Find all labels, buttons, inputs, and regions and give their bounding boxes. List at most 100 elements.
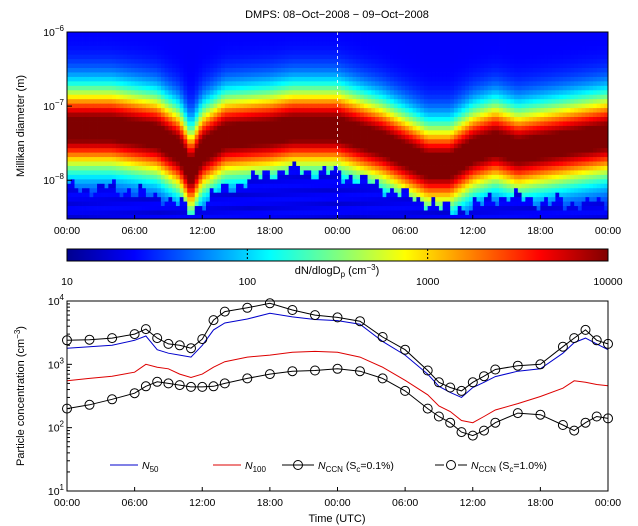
heatmap-cell: [232, 196, 237, 202]
heatmap-cell: [183, 40, 188, 46]
heatmap-cell: [420, 72, 425, 77]
heatmap-cell: [371, 187, 376, 193]
heatmap-cell: [70, 49, 75, 55]
heatmap-cell: [337, 112, 342, 117]
heatmap-cell: [401, 85, 406, 91]
heatmap-cell: [427, 49, 432, 55]
heatmap-cell: [213, 147, 218, 153]
heatmap-cell: [266, 49, 271, 55]
heatmap-cell: [292, 192, 297, 198]
heatmap-cell: [322, 210, 327, 215]
heatmap-cell: [360, 76, 365, 82]
heatmap-cell: [284, 214, 290, 219]
heatmap-cell: [247, 134, 252, 140]
heatmap-cell: [386, 170, 391, 175]
heatmap-cell: [322, 40, 327, 46]
heatmap-cell: [472, 94, 477, 100]
heatmap-cell: [484, 58, 489, 64]
heatmap-cell: [345, 58, 350, 64]
heatmap-cell: [217, 201, 222, 207]
heatmap-cell: [435, 178, 440, 184]
heatmap-cell: [269, 178, 275, 184]
heatmap-cell: [254, 67, 260, 73]
heatmap-cell: [348, 49, 353, 55]
heatmap-cell: [266, 72, 271, 77]
heatmap-cell: [145, 80, 151, 86]
heatmap-cell: [142, 58, 147, 64]
heatmap-cell: [314, 201, 320, 207]
heatmap-cell: [202, 36, 207, 42]
heatmap-cell: [382, 103, 387, 109]
heatmap-cell: [164, 49, 169, 55]
heatmap-cell: [138, 143, 143, 149]
heatmap-cell: [142, 187, 147, 193]
heatmap-cell: [363, 134, 368, 140]
heatmap-cell: [273, 205, 278, 211]
heatmap-cell: [228, 32, 233, 37]
heatmap-cell: [172, 80, 177, 86]
heatmap-cell: [311, 67, 316, 73]
heatmap-cell: [175, 210, 181, 215]
heatmap-cell: [160, 214, 166, 219]
heatmap-cell: [67, 201, 72, 207]
heatmap-cell: [382, 187, 387, 193]
heatmap-cell: [281, 121, 286, 126]
heatmap-cell: [491, 94, 496, 100]
heatmap-cell: [333, 205, 338, 211]
heatmap-cell: [187, 85, 192, 91]
heatmap-cell: [318, 121, 323, 126]
heatmap-cell: [221, 134, 226, 140]
heatmap-cell: [228, 165, 233, 171]
heatmap-cell: [198, 125, 203, 131]
heatmap-cell: [442, 147, 447, 153]
heatmap-cell: [145, 107, 151, 113]
heatmap-cell: [123, 196, 128, 202]
heatmap-cell: [322, 214, 327, 219]
heatmap-cell: [326, 54, 331, 60]
heatmap-cell: [104, 112, 109, 117]
heatmap-cell: [194, 129, 199, 135]
heatmap-cell: [74, 94, 79, 100]
heatmap-cell: [442, 129, 447, 135]
heatmap-cell: [348, 183, 353, 189]
heatmap-cell: [371, 98, 376, 104]
heatmap-cell: [115, 210, 120, 215]
heatmap-cell: [299, 49, 305, 55]
heatmap-cell: [70, 63, 75, 69]
heatmap-cell: [149, 80, 154, 86]
heatmap-cell: [356, 67, 361, 73]
heatmap-cell: [480, 165, 485, 171]
heatmap-cell: [423, 63, 429, 69]
heatmap-cell: [194, 45, 199, 51]
heatmap-cell: [431, 174, 436, 180]
heatmap-cell: [341, 103, 346, 109]
heatmap-cell: [427, 210, 432, 215]
heatmap-cell: [510, 45, 515, 51]
heatmap-cell: [262, 143, 267, 149]
heatmap-cell: [93, 49, 98, 55]
heatmap-cell: [378, 187, 383, 193]
heatmap-cell: [164, 36, 169, 42]
heatmap-cell: [258, 147, 263, 153]
heatmap-cell: [251, 143, 256, 149]
heatmap-cell: [198, 85, 203, 91]
heatmap-cell: [303, 107, 308, 113]
heatmap-cell: [78, 125, 83, 131]
heatmap-cell: [145, 32, 151, 37]
heatmap-cell: [423, 205, 429, 211]
heatmap-cell: [495, 121, 500, 126]
heatmap-cell: [484, 129, 489, 135]
heatmap-cell: [382, 183, 387, 189]
heatmap-cell: [221, 125, 226, 131]
heatmap-cell: [168, 32, 173, 37]
heatmap-cell: [307, 58, 312, 64]
heatmap-cell: [115, 183, 120, 189]
heatmap-cell: [228, 36, 233, 42]
heatmap-cell: [108, 107, 113, 113]
heatmap-cell: [254, 129, 260, 135]
heatmap-cell: [465, 129, 470, 135]
heatmap-cell: [427, 40, 432, 46]
heatmap-cell: [371, 36, 376, 42]
heatmap-cell: [405, 49, 410, 55]
heatmap-cell: [318, 129, 323, 135]
